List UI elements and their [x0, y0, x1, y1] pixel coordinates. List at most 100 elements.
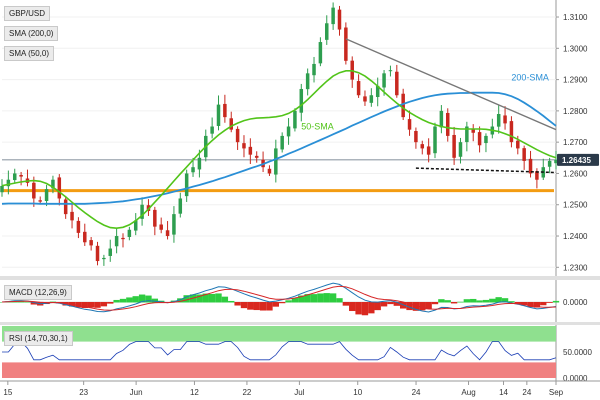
sma50-indicator-label: SMA (50,0)	[4, 46, 55, 61]
macd-hist-bar	[87, 302, 95, 308]
candle-body	[242, 143, 246, 149]
macd-hist-bar	[431, 302, 439, 305]
candle-body	[452, 134, 456, 158]
rsi-label: RSI (14,70,30,1)	[4, 331, 73, 346]
candles-group	[0, 2, 558, 266]
candle-body	[344, 27, 348, 61]
candle-body	[165, 230, 170, 237]
macd-hist-bar	[470, 298, 477, 303]
candle-body	[6, 179, 11, 187]
macd-tick-label: 0.0000	[563, 298, 588, 307]
candle-body	[216, 104, 221, 126]
macd-hist-bar	[349, 302, 356, 312]
macd-hist-bar	[100, 302, 108, 307]
candle-body	[458, 142, 463, 157]
rsi-tick-label: 50.0000	[563, 348, 592, 357]
x-tick-label: Jul	[294, 388, 304, 397]
downtrend-line	[345, 38, 557, 131]
candle-body	[114, 236, 119, 247]
candle-body	[197, 157, 202, 170]
candle-body	[127, 229, 132, 237]
candle-body	[159, 224, 163, 230]
candle-body	[433, 126, 437, 154]
candle-body	[318, 42, 323, 64]
candle-body	[32, 182, 36, 199]
rsi-overbought-band	[2, 326, 556, 342]
macd-hist-bar	[406, 302, 413, 311]
x-tick-label: 24	[522, 388, 531, 397]
macd-hist-bar	[489, 298, 496, 303]
candle-body	[516, 140, 520, 149]
macd-hist-bar	[495, 297, 502, 303]
candle-body	[509, 121, 514, 143]
macd-hist-bar	[514, 302, 521, 304]
macd-hist-bar	[533, 302, 541, 308]
macd-hist-bar	[527, 302, 534, 308]
panel-divider	[0, 276, 600, 280]
candle-body	[535, 171, 539, 180]
candle-body	[465, 126, 469, 143]
candle-body	[363, 96, 367, 102]
candle-body	[153, 209, 157, 227]
macd-hist-bar	[336, 298, 343, 303]
macd-hist-bar	[374, 302, 381, 311]
candle-body	[108, 248, 113, 256]
candle-body	[401, 93, 405, 118]
macd-hist-bar	[419, 302, 426, 311]
candle-body	[325, 23, 329, 40]
macd-hist-bar	[119, 298, 127, 303]
macd-hist-bar	[329, 293, 337, 303]
candle-body	[337, 9, 342, 30]
macd-hist-bar	[368, 302, 375, 314]
macd-hist-bar	[304, 294, 311, 303]
macd-hist-bar	[501, 298, 509, 303]
candle-body	[445, 112, 450, 136]
candle-body	[414, 131, 418, 143]
last-price-tag	[557, 153, 599, 166]
macd-hist-bar	[546, 302, 553, 303]
macd-hist-bar	[438, 299, 445, 303]
x-tick-label: Sep	[549, 388, 564, 397]
price-tick-label: 1.2600	[563, 169, 588, 178]
macd-hist-bar	[272, 302, 279, 307]
macd-hist-bar	[279, 302, 286, 304]
candle-body	[312, 63, 316, 76]
candle-body	[172, 214, 176, 235]
price-panel: 1.3100 1.3000 1.2900 1.2800 1.2700 1.2600 1.25…	[0, 0, 600, 384]
symbol-label: GBP/USD	[4, 6, 51, 21]
candle-body	[331, 7, 335, 25]
x-tick-label: 14	[499, 388, 508, 397]
candle-body	[121, 237, 125, 240]
sma200-indicator-label: SMA (200,0)	[4, 26, 59, 41]
candle-body	[254, 155, 259, 158]
price-tick-label: 1.2900	[563, 76, 588, 85]
x-tick-label: 10	[353, 388, 362, 397]
macd-hist-bar	[113, 299, 120, 303]
x-tick-label: 24	[412, 388, 421, 397]
macd-hist-bar	[457, 301, 464, 303]
candle-body	[191, 167, 195, 173]
rsi-line	[2, 341, 557, 361]
candle-body	[496, 114, 501, 127]
macd-hist-bar	[24, 301, 31, 303]
macd-hist-bar	[75, 302, 82, 308]
candle-body	[51, 179, 55, 189]
candle-body	[471, 128, 475, 133]
last-price-label: 1.26435	[562, 156, 591, 165]
candle-body	[547, 160, 552, 167]
price-tick-label: 1.3000	[563, 44, 588, 53]
candle-body	[63, 199, 68, 215]
macd-hist-bar	[138, 294, 146, 303]
candle-body	[305, 73, 310, 90]
macd-hist-bar	[380, 302, 388, 307]
macd-hist-bar	[202, 293, 209, 303]
x-tick-label: 22	[242, 388, 251, 397]
candle-body	[274, 148, 278, 175]
macd-hist-bar	[393, 302, 400, 306]
macd-hist-bar	[342, 302, 350, 306]
macd-hist-bar	[463, 299, 471, 303]
macd-hist-bar	[240, 302, 248, 309]
rsi-panel: 50.0000 0.0000	[0, 322, 600, 383]
candle-body	[223, 103, 227, 118]
